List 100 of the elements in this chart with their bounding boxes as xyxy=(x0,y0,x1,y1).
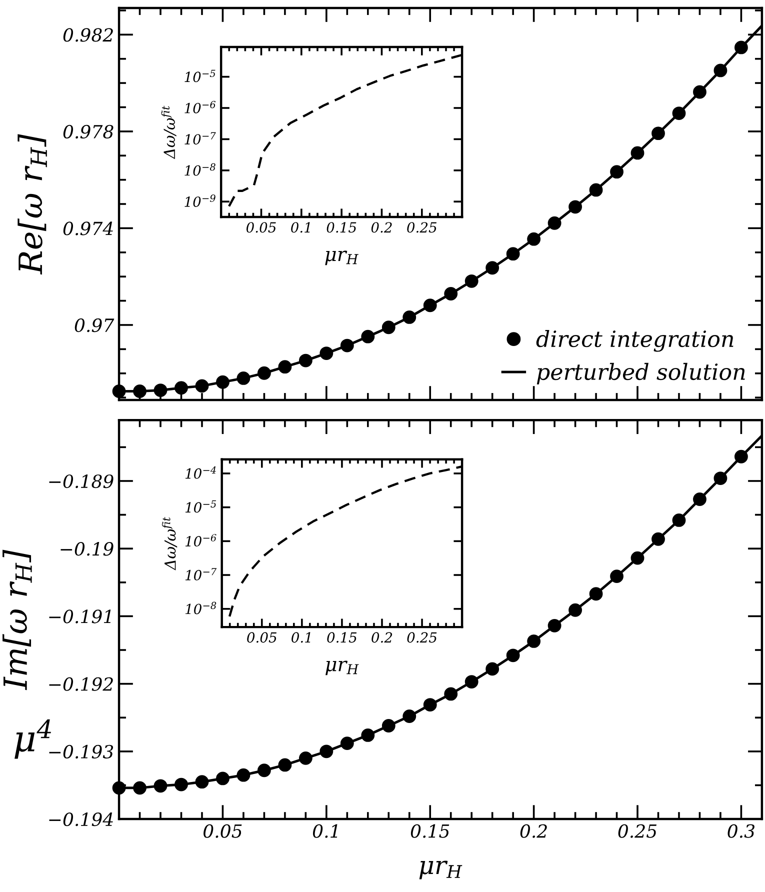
point xyxy=(195,775,209,789)
x-tick-label: 0.05 xyxy=(204,824,242,838)
point xyxy=(527,634,541,648)
y-tick-label: 0.97 xyxy=(74,318,114,332)
point xyxy=(258,366,271,380)
y-tick-label: 10$^{−5}$ xyxy=(185,500,216,513)
point xyxy=(133,384,146,398)
y-tick-label: 10$^{−6}$ xyxy=(184,100,216,114)
point xyxy=(382,719,396,732)
x-tick-label: 0.1 xyxy=(312,824,338,838)
text: μ$^{4}$ xyxy=(14,719,51,759)
point xyxy=(402,310,416,324)
y-tick-label: 10$^{−8}$ xyxy=(184,163,216,176)
x-tick-label: 0.2 xyxy=(372,632,392,643)
point xyxy=(320,346,334,360)
y-axis-title: Im[ω r$_{H}$] xyxy=(2,550,32,690)
x-axis-title: μr$_{H}$ xyxy=(326,660,359,676)
point xyxy=(216,375,230,389)
y-tick-label: 10$^{−7}$ xyxy=(185,568,217,580)
y-tick-label: −0.193 xyxy=(49,744,114,759)
point xyxy=(423,698,437,712)
point xyxy=(714,64,728,78)
x-tick-label: 0.05 xyxy=(246,222,276,233)
x-tick-label: 0.2 xyxy=(371,222,392,233)
x-tick-label: 0.2 xyxy=(520,824,547,838)
point xyxy=(133,781,146,795)
point xyxy=(112,384,126,398)
point xyxy=(652,532,665,546)
x-tick-label: 0.25 xyxy=(407,222,437,233)
point xyxy=(340,736,354,750)
point xyxy=(278,758,292,772)
point xyxy=(154,779,168,793)
point xyxy=(652,126,665,140)
x-tick-label: 0.15 xyxy=(327,632,357,643)
point xyxy=(672,513,686,527)
point xyxy=(630,551,644,565)
point xyxy=(630,146,644,160)
y-tick-label: −0.19 xyxy=(60,542,114,556)
x-tick-label: 0.25 xyxy=(618,824,657,838)
point xyxy=(298,751,312,765)
point xyxy=(361,330,375,344)
x-tick-label: 0.1 xyxy=(291,222,310,233)
point xyxy=(548,216,562,230)
point xyxy=(174,778,188,792)
point xyxy=(589,183,603,197)
point xyxy=(112,781,126,795)
y-tick-label: 0.974 xyxy=(63,222,113,236)
point xyxy=(693,85,706,99)
point xyxy=(734,450,748,464)
point xyxy=(236,768,250,782)
point xyxy=(361,728,375,742)
y-tick-label: 10$^{−6}$ xyxy=(185,534,216,547)
point xyxy=(693,492,706,506)
x-tick-label: 0.15 xyxy=(410,824,450,838)
point xyxy=(548,618,562,632)
x-axis-title: μr$_{H}$ xyxy=(419,860,462,880)
point xyxy=(672,106,686,120)
point xyxy=(402,710,416,723)
y-tick-label: 0.978 xyxy=(63,124,114,139)
point xyxy=(527,232,541,246)
y-tick-label: 10$^{−9}$ xyxy=(184,194,216,207)
x-tick-label: 0.15 xyxy=(326,222,356,233)
y-tick-label: 10$^{−8}$ xyxy=(185,602,216,614)
point xyxy=(154,384,168,398)
point xyxy=(610,165,624,179)
x-tick-label: 0.3 xyxy=(728,824,754,838)
y-axis-title: Δω/ω$^{fit}$ xyxy=(162,516,178,570)
x-tick-label: 0.25 xyxy=(407,632,437,643)
point xyxy=(486,261,500,275)
point xyxy=(258,764,271,778)
y-tick-label: −0.191 xyxy=(49,610,111,624)
y-tick-label: −0.189 xyxy=(49,474,114,488)
y-tick-label: −0.194 xyxy=(49,812,113,826)
point xyxy=(236,371,250,385)
y-tick-label: 0.982 xyxy=(63,28,113,42)
point xyxy=(506,247,520,261)
point xyxy=(734,40,748,54)
point xyxy=(444,287,458,300)
point xyxy=(486,662,500,676)
point xyxy=(589,587,603,601)
legend-label: perturbed solution xyxy=(536,362,745,384)
point xyxy=(610,570,624,584)
point xyxy=(298,354,312,368)
point xyxy=(195,379,209,393)
point xyxy=(340,338,354,352)
y-tick-label: 10$^{−7}$ xyxy=(184,132,216,145)
legend-label: direct integration xyxy=(536,330,734,352)
point xyxy=(568,603,582,617)
point xyxy=(506,648,520,662)
point xyxy=(464,274,478,288)
point xyxy=(714,472,728,485)
point xyxy=(320,744,334,758)
point xyxy=(174,381,188,395)
point xyxy=(382,320,396,334)
x-axis-title: μr$_{H}$ xyxy=(325,250,358,266)
y-axis-title: Δω/ω$^{fit}$ xyxy=(161,106,176,160)
x-tick-label: 0.05 xyxy=(247,632,276,643)
x-tick-label: 0.1 xyxy=(292,632,310,643)
point xyxy=(568,200,582,214)
point xyxy=(423,298,437,312)
